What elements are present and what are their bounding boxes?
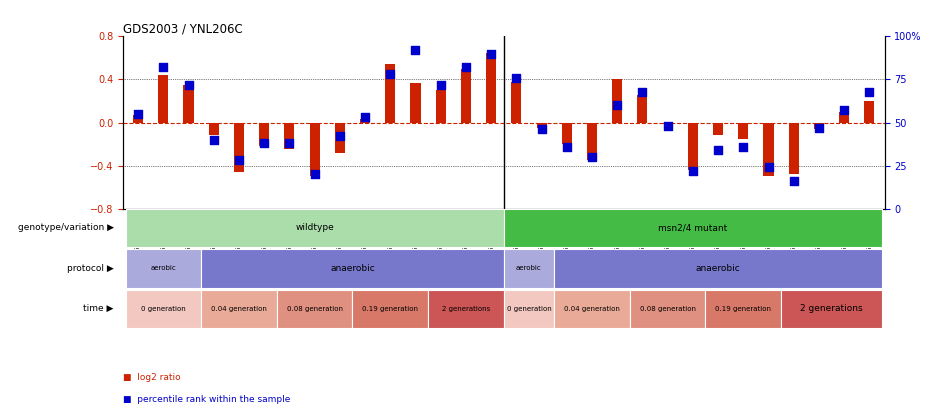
- Text: genotype/variation ▶: genotype/variation ▶: [18, 223, 114, 232]
- Point: [786, 178, 801, 184]
- Text: 0.04 generation: 0.04 generation: [211, 306, 267, 312]
- Point: [408, 47, 423, 53]
- Text: ■  percentile rank within the sample: ■ percentile rank within the sample: [123, 395, 290, 404]
- Bar: [184, 85, 194, 123]
- Bar: [865, 101, 874, 123]
- Point: [181, 81, 196, 88]
- Point: [232, 157, 247, 164]
- Point: [736, 143, 751, 150]
- Point: [156, 64, 171, 71]
- Bar: [335, 123, 345, 153]
- Bar: [789, 123, 798, 174]
- Text: 0.08 generation: 0.08 generation: [639, 306, 695, 312]
- Text: GDS2003 / YNL206C: GDS2003 / YNL206C: [123, 22, 243, 35]
- Text: 2 generations: 2 generations: [442, 306, 490, 312]
- Text: 2 generations: 2 generations: [800, 304, 863, 313]
- Bar: [234, 123, 244, 172]
- Point: [685, 168, 700, 174]
- Text: anaerobic: anaerobic: [695, 264, 741, 273]
- Bar: [259, 123, 270, 146]
- Text: wildtype: wildtype: [295, 223, 334, 232]
- Point: [282, 140, 297, 147]
- Bar: [688, 123, 698, 170]
- Text: msn2/4 mutant: msn2/4 mutant: [658, 223, 727, 232]
- Bar: [587, 123, 597, 160]
- Bar: [562, 123, 571, 144]
- Text: ■  log2 ratio: ■ log2 ratio: [123, 373, 181, 382]
- Text: aerobic: aerobic: [517, 265, 542, 271]
- Text: 0 generation: 0 generation: [141, 306, 185, 312]
- Point: [836, 107, 851, 114]
- Text: 0.19 generation: 0.19 generation: [715, 306, 771, 312]
- Point: [660, 123, 675, 129]
- Bar: [839, 112, 850, 123]
- Text: protocol ▶: protocol ▶: [67, 264, 114, 273]
- Bar: [309, 123, 320, 176]
- Text: 0.19 generation: 0.19 generation: [362, 306, 418, 312]
- Bar: [385, 64, 395, 123]
- Bar: [638, 94, 647, 123]
- Point: [635, 88, 650, 95]
- Point: [812, 124, 827, 131]
- Bar: [436, 90, 446, 123]
- Point: [433, 81, 448, 88]
- Point: [585, 154, 600, 160]
- Point: [131, 111, 146, 117]
- Point: [534, 126, 549, 133]
- Point: [307, 171, 323, 177]
- Point: [332, 133, 347, 140]
- Text: 0.08 generation: 0.08 generation: [287, 306, 342, 312]
- Bar: [738, 123, 748, 139]
- Bar: [285, 123, 294, 149]
- Text: 0 generation: 0 generation: [507, 306, 552, 312]
- Point: [761, 164, 776, 171]
- Bar: [461, 69, 471, 123]
- Text: time ▶: time ▶: [83, 304, 114, 313]
- Bar: [536, 123, 547, 128]
- Bar: [133, 115, 143, 123]
- Point: [559, 143, 574, 150]
- Bar: [158, 75, 168, 123]
- Bar: [662, 123, 673, 124]
- Point: [383, 71, 398, 78]
- Bar: [360, 119, 370, 123]
- Bar: [209, 123, 219, 135]
- Point: [862, 88, 877, 95]
- Point: [609, 102, 624, 109]
- Bar: [612, 79, 622, 123]
- Text: 0.04 generation: 0.04 generation: [564, 306, 620, 312]
- Bar: [486, 53, 497, 123]
- Point: [206, 136, 221, 143]
- Point: [459, 64, 474, 71]
- Point: [256, 140, 272, 147]
- Point: [483, 51, 499, 57]
- Point: [509, 75, 524, 81]
- Bar: [814, 123, 824, 129]
- Bar: [411, 83, 421, 123]
- Bar: [763, 123, 774, 176]
- Bar: [713, 123, 723, 135]
- Bar: [511, 82, 521, 123]
- Point: [358, 114, 373, 121]
- Text: anaerobic: anaerobic: [330, 264, 375, 273]
- Point: [710, 147, 726, 153]
- Text: aerobic: aerobic: [150, 265, 176, 271]
